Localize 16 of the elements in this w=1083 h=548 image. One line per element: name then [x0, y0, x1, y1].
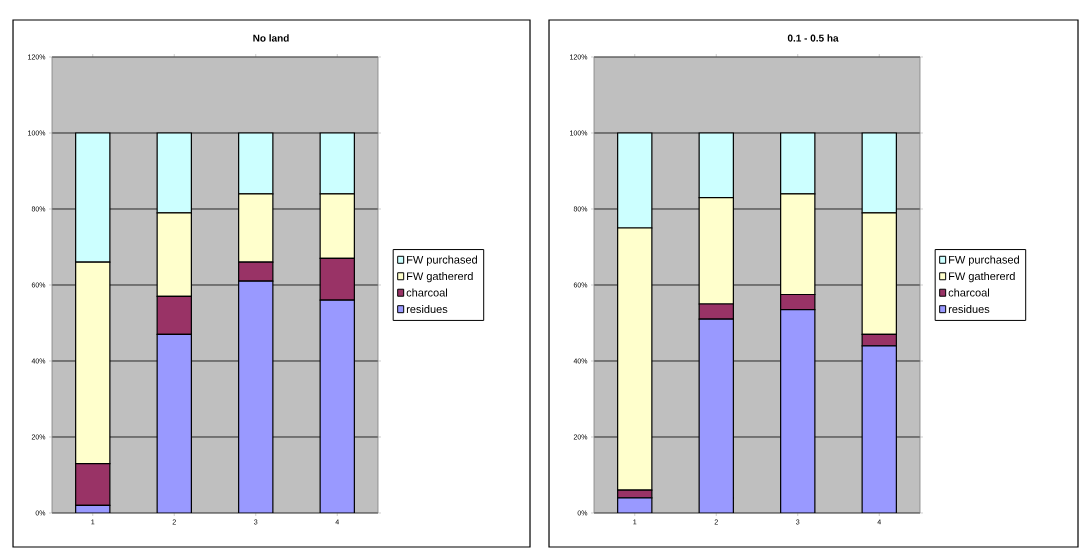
legend-label: FW gathererd	[407, 272, 473, 283]
legend-label: FW purchased	[949, 255, 1019, 266]
legend-label: residues	[948, 304, 990, 314]
legend-label: residues	[406, 304, 448, 314]
legend-label: charcoal	[948, 288, 989, 297]
bar	[861, 345, 897, 513]
chart-title: 0.1 - 0.5 ha	[787, 34, 839, 42]
bar	[319, 299, 355, 513]
bar	[238, 280, 274, 513]
legend-label: FW purchased	[407, 255, 477, 266]
bar	[780, 309, 816, 513]
legend-label: FW gathererd	[949, 272, 1015, 283]
bar	[156, 333, 192, 513]
legend-label: charcoal	[406, 288, 448, 297]
bar	[698, 318, 734, 513]
chart-title: No land	[253, 34, 289, 42]
